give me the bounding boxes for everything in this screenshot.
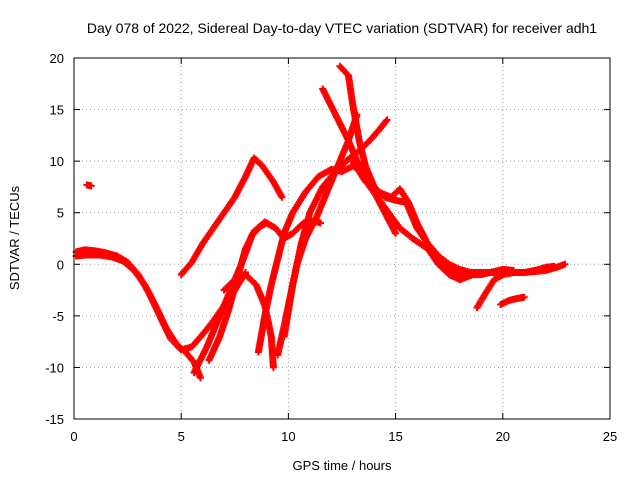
data-point — [392, 229, 400, 237]
series-track-7 — [220, 271, 277, 371]
data-point — [561, 260, 569, 268]
plot-frame — [73, 57, 611, 420]
data-point — [87, 182, 95, 190]
series-track-14 — [473, 262, 558, 312]
y-tick-label: 10 — [50, 154, 64, 169]
series-track-3 — [83, 181, 95, 190]
y-axis-label: SDTVAR / TECUs — [7, 185, 22, 290]
data-point — [550, 262, 558, 270]
x-tick-label: 5 — [178, 429, 185, 444]
data-point — [317, 219, 325, 227]
grid-lines — [74, 58, 610, 419]
data-point — [196, 374, 204, 382]
x-tick-label: 15 — [388, 429, 402, 444]
y-tick-label: -5 — [52, 309, 64, 324]
x-tick-label: 10 — [281, 429, 295, 444]
data-point — [520, 293, 528, 301]
data-points — [72, 62, 569, 382]
data-point — [263, 219, 271, 227]
y-tick-label: 15 — [50, 103, 64, 118]
y-tick-label: -15 — [45, 412, 64, 427]
y-tick-label: 5 — [57, 206, 64, 221]
data-point — [383, 116, 391, 124]
data-point — [278, 193, 286, 201]
series-track-13 — [349, 157, 569, 277]
x-tick-label: 0 — [70, 429, 77, 444]
series-track-10 — [280, 116, 391, 340]
series-track-15 — [497, 293, 528, 309]
x-tick-label: 20 — [496, 429, 510, 444]
y-tick-label: -10 — [45, 360, 64, 375]
y-tick-label: 20 — [50, 51, 64, 66]
x-tick-label: 25 — [603, 429, 617, 444]
series-track-2 — [72, 251, 204, 382]
data-point — [269, 363, 277, 371]
series-track-4 — [177, 154, 286, 279]
series-track-11 — [319, 85, 477, 284]
chart-title: Day 078 of 2022, Sidereal Day-to-day VTE… — [87, 20, 597, 36]
x-axis-label: GPS time / hours — [293, 458, 392, 473]
y-tick-label: 0 — [57, 257, 64, 272]
